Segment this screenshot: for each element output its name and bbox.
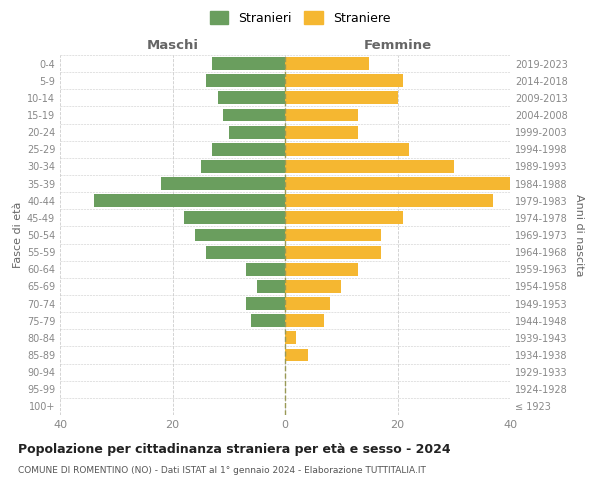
Bar [285, 143, 409, 156]
Bar [218, 92, 285, 104]
Bar [285, 246, 380, 258]
Bar [229, 126, 285, 138]
Bar [257, 280, 285, 293]
Bar [212, 143, 285, 156]
Bar [285, 74, 403, 87]
Bar [285, 108, 358, 122]
Bar [245, 297, 285, 310]
Bar [285, 92, 398, 104]
Bar [184, 212, 285, 224]
Bar [285, 332, 296, 344]
Bar [206, 246, 285, 258]
Bar [212, 57, 285, 70]
Bar [251, 314, 285, 327]
Bar [245, 263, 285, 276]
Bar [285, 57, 370, 70]
Bar [94, 194, 285, 207]
Text: COMUNE DI ROMENTINO (NO) - Dati ISTAT al 1° gennaio 2024 - Elaborazione TUTTITAL: COMUNE DI ROMENTINO (NO) - Dati ISTAT al… [18, 466, 426, 475]
Bar [161, 177, 285, 190]
Bar [200, 160, 285, 173]
Y-axis label: Anni di nascita: Anni di nascita [574, 194, 584, 276]
Bar [206, 74, 285, 87]
Bar [285, 194, 493, 207]
Bar [223, 108, 285, 122]
Text: Maschi: Maschi [146, 38, 199, 52]
Legend: Stranieri, Straniere: Stranieri, Straniere [209, 11, 391, 25]
Text: Popolazione per cittadinanza straniera per età e sesso - 2024: Popolazione per cittadinanza straniera p… [18, 442, 451, 456]
Bar [285, 348, 308, 362]
Y-axis label: Fasce di età: Fasce di età [13, 202, 23, 268]
Bar [285, 297, 330, 310]
Bar [285, 212, 403, 224]
Bar [285, 263, 358, 276]
Bar [285, 314, 325, 327]
Bar [285, 280, 341, 293]
Bar [285, 126, 358, 138]
Bar [285, 177, 510, 190]
Bar [285, 228, 380, 241]
Text: Femmine: Femmine [364, 38, 431, 52]
Bar [285, 160, 454, 173]
Bar [195, 228, 285, 241]
